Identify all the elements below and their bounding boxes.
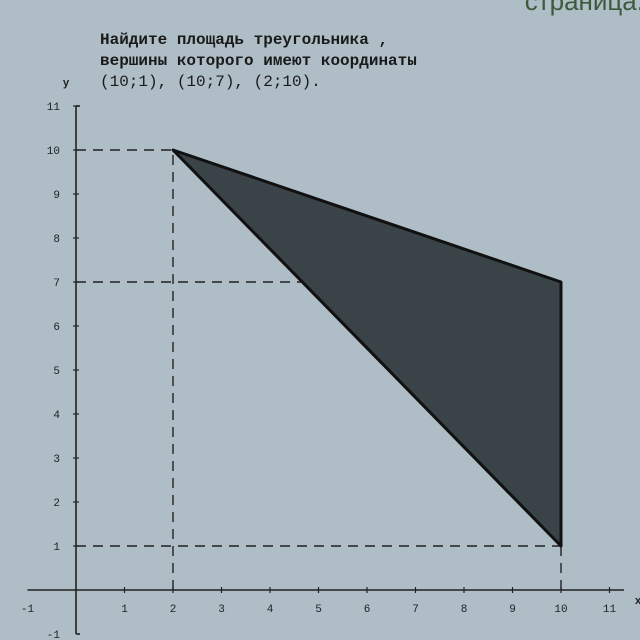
y-tick-label: 8 — [53, 234, 60, 246]
page-label: страница. — [524, 0, 640, 16]
x-tick-label: 9 — [509, 604, 516, 616]
y-tick-label: 10 — [47, 146, 60, 158]
y-tick-label: 2 — [53, 498, 60, 510]
y-tick-label: 6 — [53, 322, 60, 334]
y-tick-label: 4 — [53, 410, 60, 422]
x-tick-label: 5 — [315, 604, 322, 616]
y-tick-label: -1 — [47, 630, 61, 640]
y-tick-label: 11 — [47, 102, 61, 114]
x-axis-label: x — [635, 596, 640, 608]
y-tick-label: 5 — [53, 366, 60, 378]
x-tick-label: 10 — [554, 604, 567, 616]
x-tick-label: 1 — [121, 604, 128, 616]
x-tick-label: -1 — [21, 604, 35, 616]
x-tick-label: 7 — [412, 604, 419, 616]
problem-line-2: вершины которого имеют координаты — [100, 52, 417, 70]
x-tick-label: 3 — [218, 604, 225, 616]
problem-statement: Найдите площадь треугольника , вершины ко… — [100, 30, 417, 93]
y-tick-label: 7 — [53, 278, 60, 290]
y-tick-label: 1 — [53, 542, 60, 554]
problem-line-1: Найдите площадь треугольника , — [100, 31, 389, 49]
x-tick-label: 8 — [461, 604, 468, 616]
y-tick-label: 9 — [53, 190, 60, 202]
y-axis-label: y — [63, 78, 70, 90]
y-tick-label: 3 — [53, 454, 60, 466]
x-tick-label: 11 — [603, 604, 617, 616]
triangle — [171, 148, 563, 548]
x-tick-label: 2 — [170, 604, 177, 616]
problem-line-3: (10;1), (10;7), (2;10). — [100, 73, 321, 91]
x-tick-label: 4 — [267, 604, 274, 616]
x-tick-label: 6 — [364, 604, 371, 616]
